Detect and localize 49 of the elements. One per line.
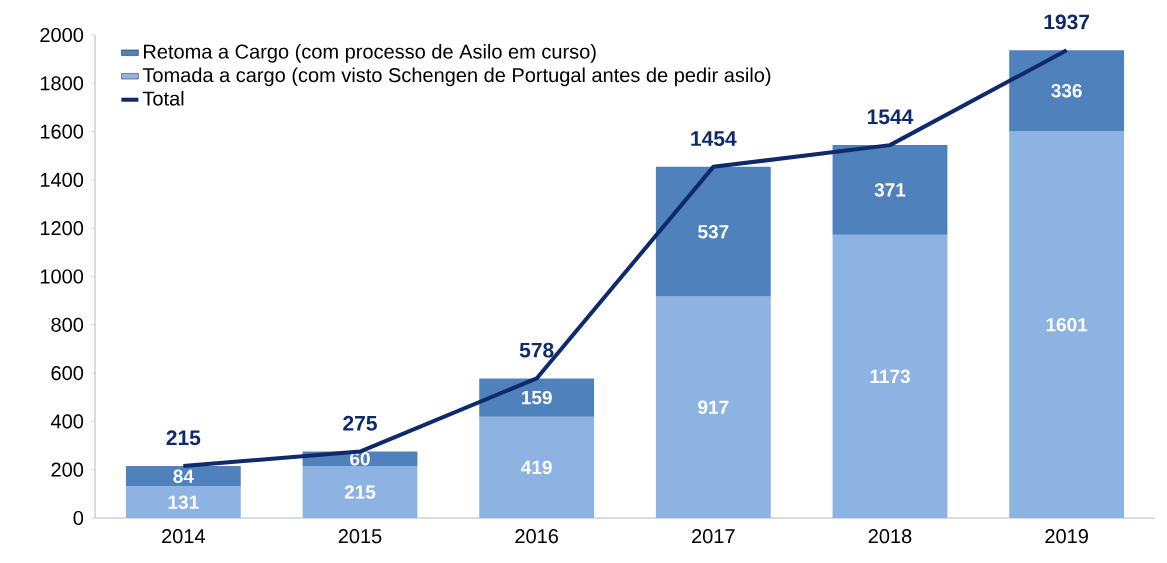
data-label: 275 xyxy=(343,415,377,431)
y-tick-label: 1400 xyxy=(40,172,84,187)
y-tick-label: 1000 xyxy=(40,269,84,284)
bar xyxy=(479,416,595,518)
data-label: 371 xyxy=(874,183,906,197)
data-label: 537 xyxy=(698,224,729,239)
x-tick-label: 2016 xyxy=(515,529,559,544)
legend-label: Retoma a Cargo (com processo de Asilo em curso) xyxy=(144,44,596,63)
x-tick-label: 2017 xyxy=(692,529,735,544)
data-label: 1544 xyxy=(867,109,914,125)
bar xyxy=(1009,50,1125,132)
x-tick-label: 2014 xyxy=(162,529,205,544)
x-tick-label: 2018 xyxy=(868,529,912,544)
y-tick-label: 400 xyxy=(50,414,84,429)
data-label: 131 xyxy=(168,495,199,509)
bar xyxy=(832,145,948,235)
y-tick-label: 0 xyxy=(73,510,84,526)
y-tick-label: 1200 xyxy=(40,221,84,236)
x-tick-label: 2019 xyxy=(1045,529,1088,544)
data-label: 578 xyxy=(519,342,554,358)
data-label: 159 xyxy=(522,390,552,405)
y-tick-label: 1600 xyxy=(40,124,84,139)
bar xyxy=(1009,131,1125,518)
bar xyxy=(655,166,771,297)
bar xyxy=(125,466,241,487)
bar xyxy=(832,234,948,518)
bar xyxy=(302,466,418,518)
data-label: 419 xyxy=(521,460,552,475)
data-label: 1601 xyxy=(1046,317,1088,332)
legend-label: Tomada a cargo (com visto Schengen de Portugal antes de pedir asilo) xyxy=(142,67,771,87)
bar xyxy=(125,486,241,518)
data-label: 84 xyxy=(173,469,194,483)
y-tick-label: 2000 xyxy=(40,27,84,43)
y-tick-label: 200 xyxy=(51,462,84,477)
data-label: 215 xyxy=(344,485,376,499)
data-label: 215 xyxy=(166,430,201,446)
bar xyxy=(479,378,595,417)
data-label: 1454 xyxy=(691,131,737,146)
data-label: 1937 xyxy=(1044,14,1090,30)
legend-label: Total xyxy=(142,90,184,106)
data-label: 1173 xyxy=(870,369,910,384)
y-tick-label: 600 xyxy=(51,366,84,381)
bar xyxy=(655,296,771,518)
data-label: 60 xyxy=(350,452,370,466)
x-tick-label: 2015 xyxy=(338,529,382,544)
y-tick-label: 800 xyxy=(51,317,84,332)
y-tick-label: 1800 xyxy=(40,76,84,91)
data-label: 917 xyxy=(698,400,729,414)
data-label: 336 xyxy=(1051,84,1082,98)
